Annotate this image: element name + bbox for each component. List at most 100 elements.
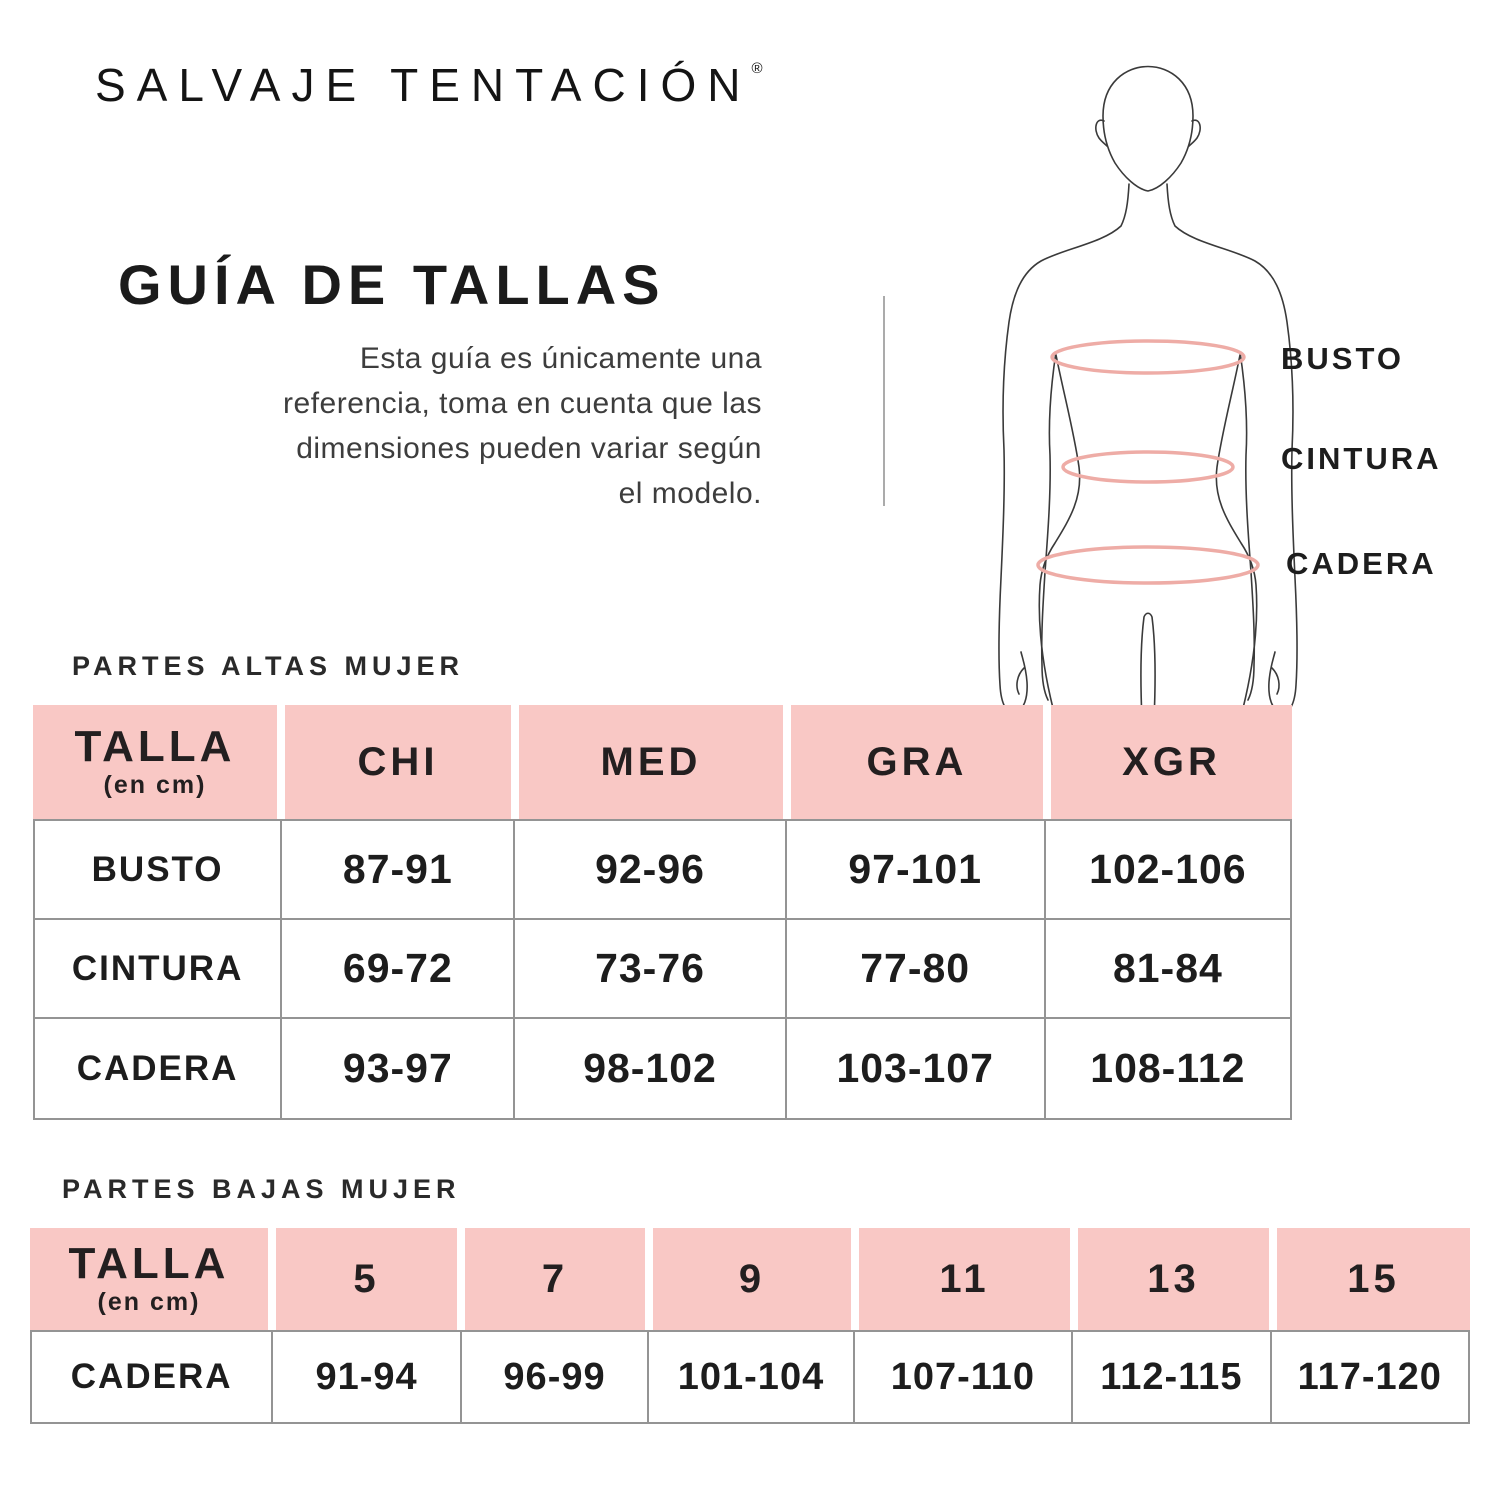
- header-cell-15: 15: [1273, 1228, 1470, 1330]
- value-cell: 107-110: [854, 1332, 1074, 1422]
- header-cell-inner: MED: [519, 705, 783, 819]
- size-value: 81-84: [1112, 945, 1223, 991]
- header-cell-med: MED: [515, 705, 787, 819]
- column-header: 11: [939, 1256, 990, 1301]
- row-label: CINTURA: [71, 948, 244, 988]
- header-cell-11: 11: [855, 1228, 1074, 1330]
- value-cell: 73-76: [515, 920, 787, 1019]
- intro-line: referencia, toma en cuenta que las: [283, 387, 762, 420]
- value-cell: 92-96: [515, 821, 787, 920]
- row-label: CADERA: [76, 1048, 239, 1088]
- size-value: 96-99: [503, 1355, 606, 1398]
- header-cell-13: 13: [1074, 1228, 1273, 1330]
- body-silhouette-svg: [998, 65, 1298, 721]
- size-value: 91-94: [315, 1355, 418, 1398]
- value-cell: 81-84: [1045, 920, 1290, 1019]
- row-label-cell: CADERA: [35, 1019, 283, 1118]
- table-header-row: TALLA (en cm) 5 7 9 11 13 15: [30, 1228, 1470, 1330]
- size-value: 77-80: [860, 945, 971, 991]
- size-value: 73-76: [595, 945, 705, 991]
- value-cell: 96-99: [461, 1332, 650, 1422]
- waist-measure-line: [1061, 450, 1235, 484]
- vertical-divider: [883, 296, 885, 506]
- header-cell-inner: XGR: [1051, 705, 1292, 819]
- header-cell-9: 9: [649, 1228, 855, 1330]
- registered-trademark-icon: ®: [751, 60, 763, 77]
- size-value: 101-104: [677, 1355, 825, 1398]
- header-cell-talla: TALLA (en cm): [33, 705, 281, 819]
- header-cell-inner: 13: [1078, 1228, 1269, 1330]
- column-header: 5: [353, 1256, 380, 1301]
- intro-line: Esta guía es únicamente una: [359, 342, 762, 375]
- size-label: TALLA: [74, 722, 236, 771]
- value-cell: 87-91: [282, 821, 516, 920]
- header-cell-inner: TALLA (en cm): [33, 705, 277, 819]
- column-header: 9: [738, 1256, 766, 1301]
- header-cell-7: 7: [461, 1228, 649, 1330]
- size-unit: (en cm): [103, 771, 207, 799]
- column-header: GRA: [866, 739, 968, 784]
- table-body: CADERA 91-94 96-99 101-104 107-110 112-1…: [30, 1330, 1470, 1424]
- size-value: 93-97: [342, 1045, 453, 1091]
- header-cell-xgr: XGR: [1047, 705, 1292, 819]
- intro-line: dimensiones pueden variar según: [296, 432, 762, 465]
- section-heading-partes-bajas: PARTES BAJAS MUJER: [62, 1174, 461, 1204]
- row-label: BUSTO: [91, 849, 224, 889]
- column-header: XGR: [1122, 739, 1221, 784]
- brand-name: SALVAJE TENTACIÓN: [95, 59, 752, 111]
- size-value: 92-96: [595, 846, 705, 892]
- header-cell-gra: GRA: [787, 705, 1047, 819]
- size-table-upper-body: TALLA (en cm) CHI MED GRA XGR BUSTO 87-9…: [33, 705, 1292, 1120]
- row-label-cell: BUSTO: [35, 821, 283, 920]
- value-cell: 117-120: [1271, 1332, 1468, 1422]
- table-header-row: TALLA (en cm) CHI MED GRA XGR: [33, 705, 1292, 819]
- size-label: TALLA: [68, 1239, 230, 1288]
- size-table-lower-body: TALLA (en cm) 5 7 9 11 13 15: [30, 1228, 1470, 1424]
- size-value: 103-107: [836, 1045, 994, 1091]
- header-cell-inner: 15: [1277, 1228, 1470, 1330]
- female-figure-illustration: [945, 20, 1325, 721]
- value-cell: 103-107: [786, 1019, 1046, 1118]
- page-title: GUÍA DE TALLAS: [118, 253, 666, 316]
- header-cell-5: 5: [272, 1228, 461, 1330]
- brand-logo: SALVAJE TENTACIÓN®: [95, 58, 763, 112]
- column-header: 13: [1147, 1256, 1200, 1301]
- row-label-cell: CADERA: [32, 1332, 274, 1422]
- value-cell: 112-115: [1073, 1332, 1272, 1422]
- value-cell: 98-102: [515, 1019, 787, 1118]
- value-cell: 102-106: [1045, 821, 1290, 920]
- header-cell-talla: TALLA (en cm): [30, 1228, 272, 1330]
- size-value: 97-101: [848, 846, 983, 892]
- header-cell-inner: GRA: [791, 705, 1043, 819]
- column-header: 15: [1347, 1256, 1400, 1301]
- size-value: 112-115: [1100, 1355, 1243, 1398]
- size-value: 108-112: [1090, 1045, 1246, 1091]
- hip-measure-line: [1036, 545, 1260, 585]
- bust-measure-line: [1050, 339, 1246, 375]
- header-cell-inner: CHI: [285, 705, 511, 819]
- measurement-lines: [1036, 339, 1260, 585]
- header-cell-inner: 7: [465, 1228, 645, 1330]
- header-cell-chi: CHI: [281, 705, 515, 819]
- value-cell: 93-97: [282, 1019, 516, 1118]
- value-cell: 97-101: [786, 821, 1046, 920]
- size-value: 117-120: [1297, 1355, 1442, 1398]
- table-body: BUSTO 87-91 92-96 97-101 102-106 CINTURA…: [33, 819, 1292, 1120]
- header-cell-inner: 11: [859, 1228, 1070, 1330]
- value-cell: 77-80: [786, 920, 1046, 1019]
- value-cell: 101-104: [649, 1332, 855, 1422]
- column-header: 7: [541, 1256, 569, 1301]
- body-outline: [998, 65, 1298, 721]
- header-cell-inner: 5: [276, 1228, 457, 1330]
- intro-line: el modelo.: [618, 477, 762, 510]
- size-value: 69-72: [342, 945, 453, 991]
- column-header: MED: [600, 739, 702, 784]
- size-value: 98-102: [583, 1045, 717, 1091]
- row-label: CADERA: [70, 1357, 233, 1396]
- value-cell: 108-112: [1045, 1019, 1290, 1118]
- figure-label-busto: BUSTO: [1281, 341, 1404, 376]
- figure-label-cadera: CADERA: [1286, 546, 1437, 581]
- intro-paragraph: Esta guía es únicamente una referencia, …: [85, 336, 762, 516]
- column-header: CHI: [357, 739, 439, 784]
